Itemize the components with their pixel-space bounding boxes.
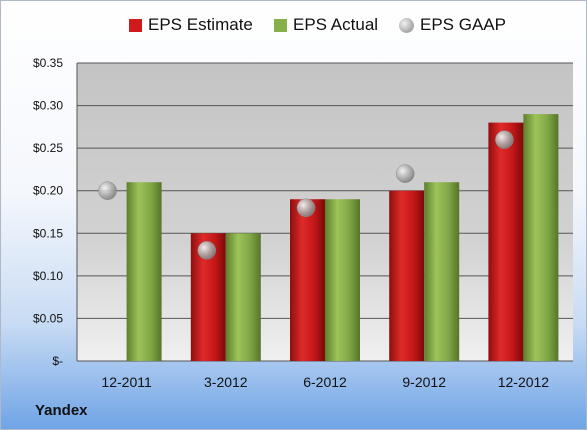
y-tick-label: $0.05 [33, 311, 63, 325]
bar-eps-actual [126, 182, 162, 361]
legend-swatch-eps-estimate [129, 18, 142, 32]
bar-eps-actual [424, 182, 460, 361]
bar-eps-actual [325, 199, 360, 361]
legend-marker-eps-gaap [399, 17, 414, 33]
bar-eps-estimate [389, 190, 425, 361]
legend-item-eps-estimate: EPS Estimate [129, 15, 253, 35]
x-tick-label: 12-2011 [101, 374, 152, 390]
y-tick-label: $0.20 [33, 184, 63, 198]
bar-eps-actual [523, 114, 559, 361]
legend-item-eps-gaap: EPS GAAP [399, 15, 506, 35]
legend-item-eps-actual: EPS Actual [274, 15, 378, 35]
marker-eps-gaap [197, 241, 217, 260]
y-tick-label: $0.25 [33, 141, 63, 155]
x-tick-label: 12-2012 [498, 374, 550, 390]
y-tick-label: $- [52, 354, 63, 368]
y-tick-label: $0.30 [33, 99, 63, 113]
y-tick-label: $0.15 [33, 226, 63, 240]
legend-label-eps-estimate: EPS Estimate [148, 15, 253, 34]
y-tick-label: $0.10 [33, 269, 63, 283]
marker-eps-gaap [395, 164, 415, 183]
legend-swatch-eps-actual [274, 18, 287, 32]
x-tick-label: 6-2012 [303, 374, 347, 390]
bar-eps-actual [225, 233, 261, 361]
marker-eps-gaap [296, 198, 316, 217]
y-tick-label: $0.35 [33, 56, 63, 70]
x-tick-label: 3-2012 [204, 374, 248, 390]
legend-label-eps-gaap: EPS GAAP [420, 15, 506, 34]
bar-eps-estimate [290, 199, 325, 361]
legend-label-eps-actual: EPS Actual [293, 15, 379, 34]
company-name: Yandex [35, 402, 88, 419]
marker-eps-gaap [98, 181, 117, 200]
legend: EPS Estimate EPS Actual EPS GAAP [1, 15, 586, 45]
marker-eps-gaap [495, 130, 514, 149]
x-tick-label: 9-2012 [402, 374, 446, 390]
bar-eps-estimate [488, 122, 524, 361]
